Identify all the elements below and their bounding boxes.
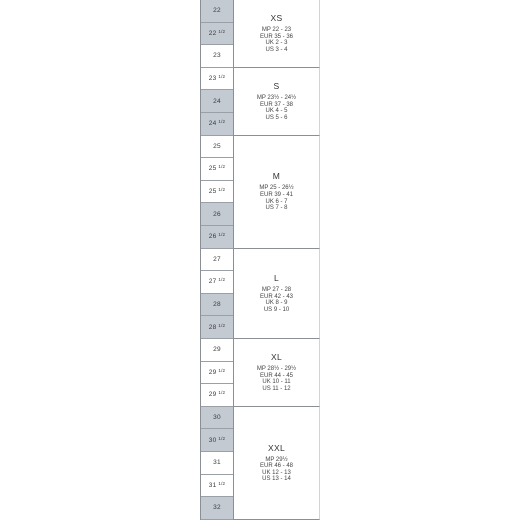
size-band-label: XL [271, 352, 282, 363]
size-cell: 29 [201, 339, 233, 362]
conversion-line: US 5 - 6 [265, 114, 288, 121]
half-size-mark: 1/2 [218, 232, 226, 238]
size-chart: 22 22 1/2 23 23 1/2 24 24 1/2 25 25 1/2 25 1/2 26 26 1/2… [200, 0, 320, 520]
size-number: 29 [208, 368, 217, 376]
half-size-mark: 1/2 [218, 164, 226, 170]
size-cell: 30 [201, 406, 233, 430]
conversion-line: EUR 44 - 45 [259, 372, 293, 379]
conversion-line: MP 25 - 26½ [259, 185, 294, 192]
conversion-line: EUR 37 - 38 [259, 101, 293, 108]
size-cell: 25 1/2 [201, 180, 233, 204]
half-size-mark: 1/2 [218, 187, 226, 193]
size-cell: 27 [201, 248, 233, 272]
size-number: 27 [213, 255, 221, 263]
conversion-line: UK 10 - 11 [262, 379, 291, 386]
conversion-line: MP 22 - 23 [261, 27, 292, 34]
size-cell: 22 1/2 [201, 22, 233, 46]
size-cell: 28 [201, 293, 233, 317]
conversion-line: US 11 - 12 [262, 385, 291, 392]
half-size-mark: 1/2 [218, 28, 226, 34]
conversion-line: US 13 - 14 [262, 476, 291, 483]
conversion-line: MP 23½ - 24½ [256, 95, 297, 101]
conversion-line: MP 27 - 28 [261, 287, 292, 294]
size-band-xl: XL MP 28½ - 29½ EUR 44 - 45 UK 10 - 11 US 11… [234, 339, 320, 407]
size-band-label: L [273, 273, 280, 284]
conversion-line: US 9 - 10 [263, 306, 290, 313]
size-number: 25 [213, 142, 221, 150]
size-band-xxl: XXL MP 29½ EUR 46 - 48 UK 12 - 13 US 13 - 14 [234, 406, 320, 520]
size-cell: 32 [201, 497, 233, 520]
size-number: 29 [213, 346, 221, 354]
half-size-mark: 1/2 [218, 367, 226, 373]
conversion-line: EUR 35 - 36 [259, 33, 293, 40]
size-cell: 24 [201, 90, 233, 113]
conversion-line: UK 2 - 3 [265, 40, 288, 47]
size-number: 25 [208, 165, 217, 173]
size-number: 28 [208, 323, 217, 331]
size-number: 22 [208, 29, 217, 37]
size-number: 31 [208, 481, 217, 489]
size-number: 25 [208, 188, 217, 196]
size-cell: 25 [201, 135, 233, 159]
size-cell: 30 1/2 [201, 429, 233, 452]
size-number: 28 [213, 301, 221, 309]
conversion-line: US 7 - 8 [265, 205, 288, 212]
size-cell: 28 1/2 [201, 316, 233, 339]
conversion-line: EUR 39 - 41 [259, 192, 293, 198]
size-number: 27 [208, 278, 217, 286]
half-size-mark: 1/2 [218, 322, 226, 328]
size-band-xs: XS MP 22 - 23 EUR 35 - 36 UK 2 - 3 US 3 - 4 [234, 0, 320, 68]
size-cell: 27 1/2 [201, 271, 233, 294]
size-cell: 31 [201, 452, 233, 475]
size-band-m: M MP 25 - 26½ EUR 39 - 41 UK 6 - 7 US 7 - 8 [234, 135, 320, 249]
half-size-mark: 1/2 [218, 435, 226, 441]
size-number: 32 [213, 504, 221, 512]
half-size-mark: 1/2 [218, 119, 226, 125]
size-band-l: L MP 27 - 28 EUR 42 - 43 UK 8 - 9 US 9 - 10 [234, 248, 320, 339]
conversion-line: EUR 46 - 48 [259, 463, 293, 470]
size-cell: 23 [201, 45, 233, 68]
size-number: 29 [208, 391, 217, 399]
size-cell: 29 1/2 [201, 361, 233, 385]
size-cell: 26 [201, 203, 233, 226]
size-cell: 23 1/2 [201, 67, 233, 91]
half-size-mark: 1/2 [218, 277, 226, 283]
conversion-line: UK 6 - 7 [265, 198, 288, 205]
size-cell: 31 1/2 [201, 474, 233, 498]
size-cell: 26 1/2 [201, 226, 233, 249]
size-band-label: S [273, 81, 280, 91]
size-number: 30 [213, 414, 221, 422]
half-size-mark: 1/2 [218, 480, 226, 486]
half-size-mark: 1/2 [218, 390, 226, 396]
size-number: 26 [213, 210, 221, 218]
size-cell: 29 1/2 [201, 384, 233, 407]
conversion-line: MP 29½ [265, 456, 288, 463]
size-number: 24 [213, 97, 221, 105]
size-band-s: S MP 23½ - 24½ EUR 37 - 38 UK 4 - 5 US 5 - 6 [234, 67, 320, 136]
conversion-line: EUR 42 - 43 [259, 293, 293, 300]
size-number: 30 [208, 436, 217, 444]
size-band-label: XS [270, 13, 283, 24]
size-cell: 24 1/2 [201, 113, 233, 136]
size-number: 23 [213, 52, 221, 60]
conversion-line: UK 8 - 9 [265, 300, 288, 307]
size-number: 26 [208, 233, 217, 241]
size-band-label: M [272, 171, 281, 182]
conversion-line: UK 4 - 5 [265, 108, 288, 115]
conversion-line: MP 28½ - 29½ [256, 366, 297, 373]
conversion-line: UK 12 - 13 [262, 469, 291, 476]
size-number: 31 [213, 459, 221, 467]
size-cell: 25 1/2 [201, 158, 233, 181]
half-size-mark: 1/2 [218, 74, 226, 80]
size-cell: 22 [201, 0, 233, 23]
conversion-line: US 3 - 4 [265, 46, 288, 53]
size-number: 24 [208, 120, 217, 128]
size-band-label: XXL [268, 442, 285, 453]
size-number: 23 [208, 75, 217, 83]
mondopoint-size-column: 22 22 1/2 23 23 1/2 24 24 1/2 25 25 1/2 25 1/2 26 26 1/2… [200, 0, 234, 520]
size-number: 22 [213, 7, 221, 15]
